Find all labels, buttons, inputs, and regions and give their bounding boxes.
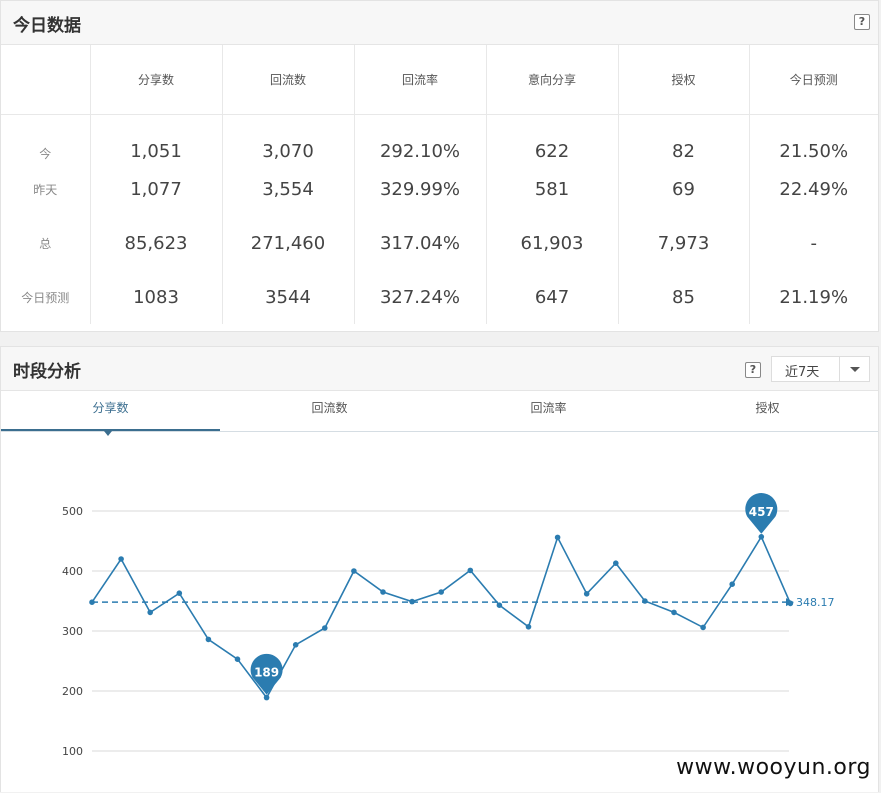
table-cell: - <box>748 216 878 270</box>
data-point <box>176 590 183 596</box>
table-cell: 1,051 <box>89 114 222 162</box>
data-point <box>787 600 794 607</box>
data-point <box>205 636 212 643</box>
data-point <box>583 591 590 597</box>
column-header: 分享数 <box>89 45 222 115</box>
table-cell: 622 <box>485 114 618 162</box>
table-cell: 647 <box>485 270 618 324</box>
today-stats-table: 分享数 回流数 回流率 意向分享 授权 今日预测 今 1,051 3,070 2… <box>1 45 878 324</box>
data-point <box>147 609 153 616</box>
y-tick-label: 200 <box>62 685 83 698</box>
min-marker: 189 <box>250 653 283 695</box>
data-point <box>642 598 648 604</box>
help-icon[interactable]: ? <box>854 14 870 30</box>
data-point <box>409 598 415 605</box>
table-cell: 85,623 <box>89 216 222 270</box>
table-cell: 581 <box>485 162 618 216</box>
row-label: 今日预测 <box>21 290 70 305</box>
tab-share-count[interactable]: 分享数 <box>1 391 220 436</box>
data-point <box>234 656 241 662</box>
table-cell: 1,077 <box>89 162 222 216</box>
table-cell: 271,460 <box>221 216 354 270</box>
watermark: www.wooyun.org <box>676 755 871 780</box>
min-marker-label: 189 <box>254 666 279 680</box>
table-row: 总 85,623 271,460 317.04% 61,903 7,973 - <box>1 216 878 270</box>
table-cell: 61,903 <box>485 216 618 270</box>
max-marker-shape <box>745 493 778 534</box>
column-header: 意向分享 <box>485 45 618 115</box>
max-marker: 457 <box>745 493 778 534</box>
series-line <box>91 535 792 700</box>
data-point <box>351 568 357 574</box>
table-row: 昨天 1,077 3,554 329.99% 581 69 22.49% <box>1 162 878 216</box>
row-label: 昨天 <box>33 182 58 197</box>
column-header: 回流率 <box>353 45 486 115</box>
table-cell: 1083 <box>89 270 222 324</box>
share-count-line-chart: 100 200 300 400 500 348.17 189 457 <box>62 493 835 758</box>
table-cell: 7,973 <box>617 216 749 270</box>
table-cell: 69 <box>617 162 749 216</box>
metric-tabs: 分享数 回流数 回流率 授权 <box>1 391 878 436</box>
table-cell: 21.19% <box>748 270 878 324</box>
column-header: 今日预测 <box>748 45 878 115</box>
date-range-value: 近7天 <box>785 365 820 380</box>
column-header: 授权 <box>617 45 749 115</box>
data-point <box>292 642 299 648</box>
table-cell: 3544 <box>221 270 354 324</box>
data-point <box>467 567 474 574</box>
table-cell: 3,070 <box>221 114 354 162</box>
column-header: 回流数 <box>221 45 354 115</box>
tab-return-count[interactable]: 回流数 <box>311 401 348 415</box>
chevron-down-icon[interactable] <box>839 357 869 381</box>
today-data-header: 今日数据 ? <box>1 1 878 45</box>
tab-authorization[interactable]: 授权 <box>755 401 780 415</box>
max-marker-label: 457 <box>749 505 774 519</box>
today-data-title: 今日数据 <box>13 16 81 36</box>
column-header <box>1 45 90 115</box>
data-point <box>496 602 503 608</box>
period-analysis-header: 时段分析 ? 近7天 <box>1 347 878 391</box>
table-cell: 329.99% <box>353 162 486 216</box>
data-point <box>700 624 706 631</box>
today-data-panel: 今日数据 ? 分享数 回流数 回流率 意向分享 授权 今日预测 今 1,051 … <box>0 0 879 332</box>
help-icon[interactable]: ? <box>745 362 761 378</box>
period-analysis-panel: 时段分析 ? 近7天 分享数 回流数 回流率 授权 100 200 300 400 50… <box>0 346 879 792</box>
table-row: 今日预测 1083 3544 327.24% 647 85 21.19% <box>1 270 878 324</box>
data-point <box>89 599 95 605</box>
data-point <box>118 556 124 562</box>
table-header-row: 分享数 回流数 回流率 意向分享 授权 今日预测 <box>1 45 878 115</box>
table-cell: 22.49% <box>748 162 878 216</box>
data-point <box>380 589 386 595</box>
table-cell: 3,554 <box>221 162 354 216</box>
y-tick-label: 300 <box>62 625 83 638</box>
table-cell: 327.24% <box>353 270 486 324</box>
min-marker-shape <box>250 653 283 695</box>
data-point <box>758 534 765 540</box>
table-cell: 82 <box>617 114 749 162</box>
row-label: 总 <box>39 236 52 251</box>
table-cell: 317.04% <box>353 216 486 270</box>
table-cell: 292.10% <box>353 114 486 162</box>
data-point <box>729 581 735 587</box>
data-point <box>613 560 619 566</box>
y-tick-label: 500 <box>62 505 83 518</box>
date-range-select[interactable]: 近7天 <box>771 356 870 382</box>
data-point <box>322 625 328 631</box>
table-cell: 85 <box>617 270 749 324</box>
average-label: 348.17 <box>796 596 835 609</box>
data-point <box>554 534 561 541</box>
period-analysis-title: 时段分析 <box>13 362 81 382</box>
tab-return-rate[interactable]: 回流率 <box>530 401 567 415</box>
data-point <box>438 589 445 595</box>
row-label: 今 <box>39 147 52 161</box>
y-tick-label: 400 <box>62 565 83 578</box>
data-point <box>671 609 677 616</box>
table-cell: 21.50% <box>748 114 878 162</box>
data-point <box>263 694 270 701</box>
table-row: 今 1,051 3,070 292.10% 622 82 21.50% <box>1 114 878 162</box>
data-point <box>525 624 532 630</box>
y-tick-label: 100 <box>62 745 83 758</box>
